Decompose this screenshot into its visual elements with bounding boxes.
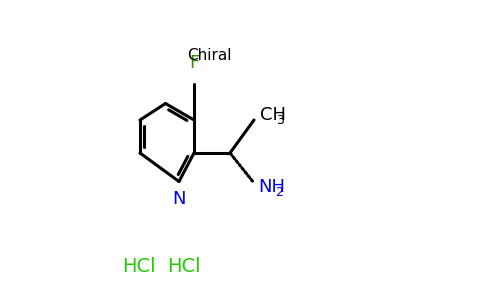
Text: HCl: HCl — [166, 257, 200, 277]
Text: CH: CH — [260, 106, 286, 124]
Text: HCl: HCl — [121, 257, 155, 277]
Text: Chiral: Chiral — [187, 48, 231, 63]
Text: 2: 2 — [275, 186, 283, 200]
Text: NH: NH — [258, 178, 286, 196]
Text: F: F — [189, 54, 199, 72]
Text: 3: 3 — [276, 114, 285, 128]
Text: N: N — [172, 190, 186, 208]
